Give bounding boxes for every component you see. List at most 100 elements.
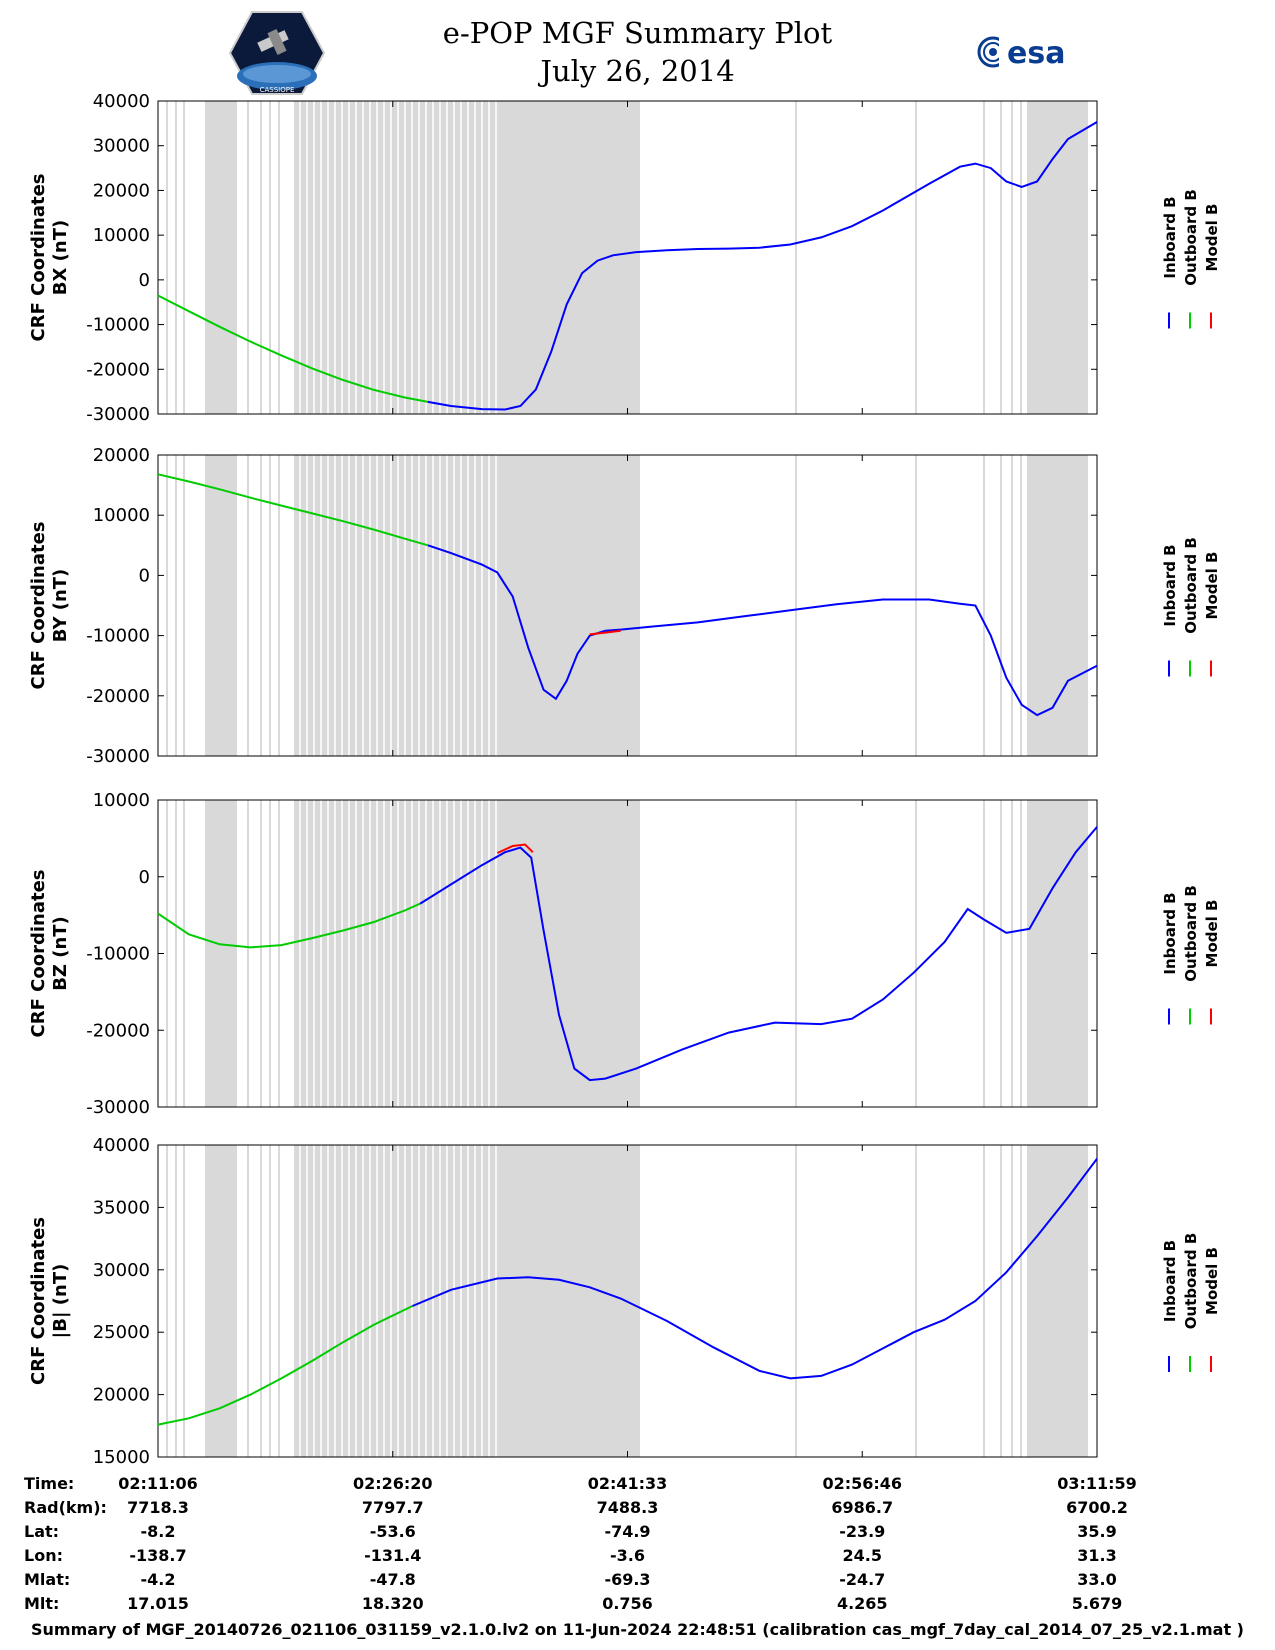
legend-label: Model B [1203, 900, 1221, 968]
cassiope-logo-text: CASSIOPE [260, 86, 295, 94]
y-axis-label-line2: |B| (nT) [50, 1264, 71, 1339]
time-table-cell-rad: 7797.7 [361, 1498, 424, 1517]
time-table-cell-lon: 31.3 [1077, 1546, 1117, 1565]
legend-label: Model B [1203, 552, 1221, 620]
legend-label: Outboard B [1182, 885, 1200, 982]
y-tick-label: 10000 [93, 225, 150, 246]
esa-logo-text: esa [1007, 36, 1065, 71]
time-table-row-label: Mlat: [24, 1570, 71, 1589]
series-line-outboard-b [157, 1305, 413, 1426]
legend-label: Model B [1203, 204, 1221, 272]
time-table-cell-mlt: 4.265 [836, 1594, 888, 1613]
y-tick-label: 10000 [93, 790, 150, 811]
time-table-cell-mlat: 33.0 [1077, 1570, 1117, 1589]
time-table-cell-lat: -23.9 [839, 1522, 886, 1541]
y-axis-label-line2: BY (nT) [50, 569, 71, 643]
time-table-cell-mlat: -24.7 [839, 1570, 886, 1589]
series-line-inboard-b [412, 1158, 1098, 1380]
series-line-inboard-b [427, 121, 1098, 411]
y-tick-label: -30000 [86, 1097, 150, 1118]
y-tick-label: 10000 [93, 505, 150, 526]
series-line-model-b [496, 843, 534, 854]
y-axis-label-line2: BZ (nT) [50, 916, 71, 991]
time-table-cell-lon: -3.6 [610, 1546, 645, 1565]
time-table-cell-time: 02:26:20 [352, 1474, 433, 1493]
shade-band [1027, 800, 1088, 1107]
time-table-cell-mlat: -69.3 [604, 1570, 651, 1589]
y-axis-label-line1: CRF Coordinates [28, 174, 49, 342]
plot-date: July 26, 2014 [540, 54, 735, 88]
y-tick-label: 0 [139, 867, 150, 888]
time-table-row-label: Lon: [24, 1546, 63, 1565]
y-axis-label-line1: CRF Coordinates [28, 1217, 49, 1385]
time-table-cell-mlt: 5.679 [1071, 1594, 1123, 1613]
y-tick-label: -30000 [86, 404, 150, 425]
shade-band [1027, 101, 1088, 414]
series-line-outboard-b [157, 473, 429, 547]
time-table-cell-time: 02:41:33 [587, 1474, 668, 1493]
y-tick-label: -20000 [86, 1020, 150, 1041]
legend-label: Model B [1203, 1247, 1221, 1315]
cassiope-logo: CASSIOPE [228, 11, 326, 95]
legend-label: Inboard B [1161, 544, 1179, 626]
y-axis-label-line1: CRF Coordinates [28, 522, 49, 690]
shade-band [516, 1145, 640, 1457]
y-tick-label: -10000 [86, 944, 150, 965]
series-line-model-b [589, 629, 621, 636]
shade-band [516, 455, 640, 756]
legend-label: Outboard B [1182, 189, 1200, 286]
y-tick-label: 15000 [93, 1447, 150, 1468]
time-table-cell-lat: -74.9 [604, 1522, 651, 1541]
legend-label: Inboard B [1161, 892, 1179, 974]
y-tick-label: 25000 [93, 1322, 150, 1343]
series-line-inboard-b [419, 826, 1098, 1082]
shade-band [516, 800, 640, 1107]
time-table-cell-lon: 24.5 [842, 1546, 882, 1565]
time-table-cell-mlat: -47.8 [369, 1570, 416, 1589]
esa-logo: esa [977, 36, 1065, 71]
time-table-cell-mlt: 17.015 [127, 1594, 189, 1613]
plot-title: e-POP MGF Summary Plot [442, 16, 833, 50]
time-table-cell-lon: -138.7 [129, 1546, 187, 1565]
y-tick-label: 0 [139, 270, 150, 291]
time-table-cell-rad: 7718.3 [127, 1498, 189, 1517]
shade-band [516, 101, 640, 414]
legend-label: Outboard B [1182, 1233, 1200, 1330]
shade-band [1027, 1145, 1088, 1457]
legend-label: Outboard B [1182, 537, 1200, 634]
y-tick-label: -20000 [86, 359, 150, 380]
y-tick-label: -10000 [86, 315, 150, 336]
time-table-row-label: Rad(km): [24, 1498, 107, 1517]
time-table-cell-time: 03:11:59 [1057, 1474, 1137, 1493]
legend-label: Inboard B [1161, 196, 1179, 278]
y-tick-label: 0 [139, 565, 150, 586]
time-table-cell-mlt: 0.756 [602, 1594, 653, 1613]
time-table-row-label: Mlt: [24, 1594, 60, 1613]
y-axis-label-line2: BX (nT) [50, 220, 71, 295]
series-line-outboard-b [157, 294, 429, 403]
time-table-cell-rad: 7488.3 [596, 1498, 659, 1517]
y-tick-label: 30000 [93, 136, 150, 157]
shade-band [1027, 455, 1088, 756]
series-line-outboard-b [157, 902, 421, 949]
y-tick-label: -10000 [86, 626, 150, 647]
time-table-cell-mlt: 18.320 [361, 1594, 424, 1613]
time-table-cell-mlat: -4.2 [140, 1570, 176, 1589]
y-tick-label: -20000 [86, 686, 150, 707]
time-table-row-label: Time: [24, 1474, 75, 1493]
time-table-cell-lat: -53.6 [369, 1522, 416, 1541]
y-tick-label: 35000 [93, 1197, 150, 1218]
y-tick-label: 20000 [93, 1385, 150, 1406]
time-table-cell-lat: -8.2 [140, 1522, 176, 1541]
time-table-cell-time: 02:56:46 [822, 1474, 903, 1493]
time-table-cell-rad: 6700.2 [1066, 1498, 1128, 1517]
y-tick-label: 20000 [93, 445, 150, 466]
y-tick-label: 40000 [93, 1135, 150, 1156]
series-line-inboard-b [427, 544, 1098, 717]
time-table-cell-time: 02:11:06 [118, 1474, 198, 1493]
time-table-row-label: Lat: [24, 1522, 60, 1541]
title-block: e-POP MGF Summary Plot July 26, 2014 [0, 14, 1275, 90]
time-table-cell-rad: 6986.7 [831, 1498, 894, 1517]
y-tick-label: 30000 [93, 1260, 150, 1281]
